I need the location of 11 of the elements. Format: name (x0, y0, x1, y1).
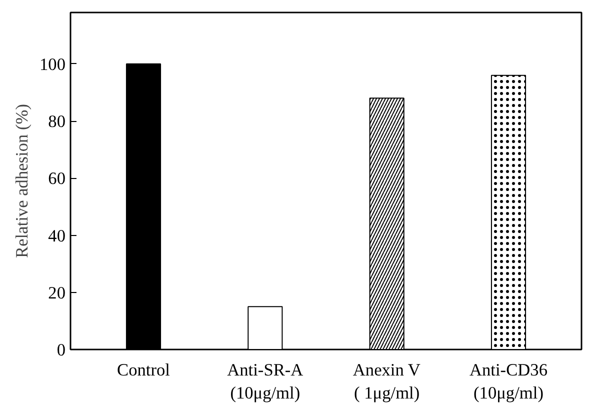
y-axis-title: Relative adhesion (%) (12, 104, 32, 258)
y-tick-label: 60 (48, 169, 66, 188)
x-tick-label: Anexin V ( 1μg/ml) (352, 360, 421, 402)
x-tick-label: Control (117, 360, 170, 380)
y-tick-label: 0 (56, 340, 66, 360)
y-tick-label: 20 (48, 283, 66, 302)
y-tick-label: 100 (40, 54, 66, 74)
x-tick-label: Anti-CD36 (10μg/ml) (470, 360, 548, 402)
y-tick-label: 80 (48, 112, 66, 132)
x-tick-label: Anti-SR-A (10μg/ml) (227, 360, 304, 402)
y-tick-label: 40 (48, 226, 66, 246)
